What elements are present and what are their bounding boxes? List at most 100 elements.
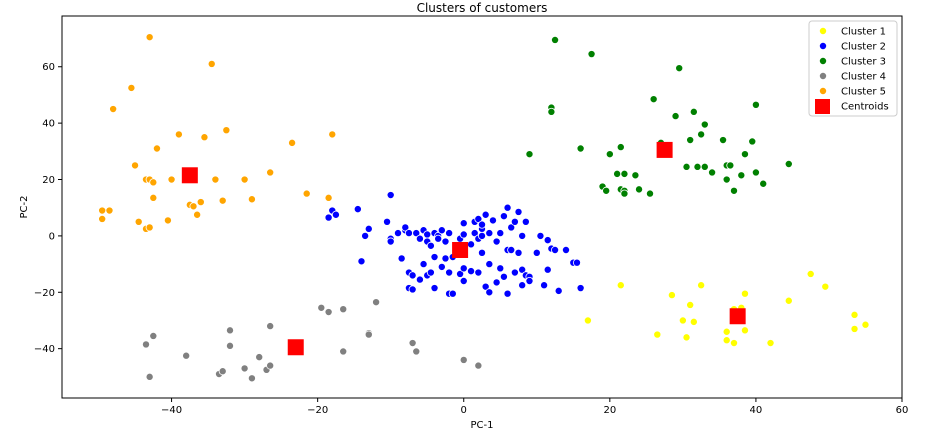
data-point (671, 112, 680, 121)
data-point (98, 214, 107, 223)
data-point (583, 316, 592, 325)
data-point (485, 288, 494, 297)
data-point (288, 138, 297, 147)
data-point (477, 220, 486, 229)
data-point (697, 281, 706, 290)
x-axis-ticks: −40 −20 0 20 40 60 (161, 398, 908, 416)
data-point (408, 271, 417, 280)
x-tick-label: −40 (161, 405, 182, 416)
data-point (163, 216, 172, 225)
data-point (134, 217, 143, 226)
centroid-marker (729, 308, 746, 325)
data-point (331, 210, 340, 219)
data-point (525, 277, 534, 286)
data-point (441, 237, 450, 246)
data-point (149, 193, 158, 202)
legend-label: Cluster 3 (841, 57, 886, 68)
data-point (412, 347, 421, 356)
data-point (751, 168, 760, 177)
data-point (635, 185, 644, 194)
data-point (784, 160, 793, 169)
data-point (200, 133, 209, 142)
data-point (364, 224, 373, 233)
x-tick-label: 0 (461, 405, 467, 416)
data-point (686, 136, 695, 145)
data-point (467, 240, 476, 249)
data-point (408, 339, 417, 348)
data-point (222, 126, 231, 135)
data-point (693, 162, 702, 171)
legend-label: Cluster 5 (841, 87, 886, 98)
data-point (445, 229, 454, 238)
data-point (649, 95, 658, 104)
data-point (127, 83, 136, 92)
legend-centroid-swatch (815, 99, 830, 114)
data-point (441, 254, 450, 263)
data-point (587, 50, 596, 59)
data-point (372, 298, 381, 307)
legend-swatch (819, 87, 828, 96)
data-point (152, 144, 161, 153)
data-point (576, 284, 585, 293)
data-point (225, 326, 234, 335)
data-point (547, 107, 556, 116)
data-point (207, 59, 216, 68)
centroid-marker (181, 167, 198, 184)
data-point (700, 120, 709, 129)
centroid-marker (452, 241, 469, 258)
data-point (317, 303, 326, 312)
data-point (415, 234, 424, 243)
data-point (499, 272, 508, 281)
data-point (554, 286, 563, 295)
data-point (266, 361, 275, 370)
data-point (616, 281, 625, 290)
data-point (722, 336, 731, 345)
data-point (426, 241, 435, 250)
legend-swatch (819, 72, 828, 81)
x-tick-label: 40 (750, 405, 763, 416)
data-point (682, 162, 691, 171)
data-point (620, 189, 629, 198)
data-point (196, 198, 205, 207)
data-point (426, 268, 435, 277)
data-point (730, 339, 739, 348)
data-point (708, 168, 717, 177)
data-point (740, 289, 749, 298)
data-point (339, 347, 348, 356)
data-point (240, 364, 249, 373)
data-point (474, 361, 483, 370)
data-point (167, 175, 176, 184)
data-point (361, 231, 370, 240)
data-point (700, 162, 709, 171)
data-point (419, 260, 428, 269)
data-point (492, 278, 501, 287)
data-point (324, 213, 333, 222)
data-point (240, 175, 249, 184)
data-point (218, 367, 227, 376)
data-point (518, 265, 527, 274)
data-point (105, 206, 114, 215)
data-point (211, 175, 220, 184)
data-point (383, 217, 392, 226)
data-point (861, 320, 870, 329)
data-point (682, 333, 691, 342)
data-point (507, 245, 516, 254)
data-point (98, 206, 107, 215)
data-point (353, 205, 362, 214)
y-tick-label: 0 (49, 231, 55, 242)
series-4 (141, 298, 483, 383)
series-1 (583, 269, 870, 348)
y-tick-label: 40 (42, 119, 55, 130)
y-tick-label: −20 (34, 288, 55, 299)
data-point (507, 223, 516, 232)
y-tick-label: 60 (42, 62, 55, 73)
data-point (328, 130, 337, 139)
data-point (532, 248, 541, 257)
series-3 (525, 35, 793, 198)
x-tick-label: 20 (603, 405, 616, 416)
data-point (324, 308, 333, 317)
data-point (393, 229, 402, 238)
data-point (386, 191, 395, 200)
data-point (492, 237, 501, 246)
